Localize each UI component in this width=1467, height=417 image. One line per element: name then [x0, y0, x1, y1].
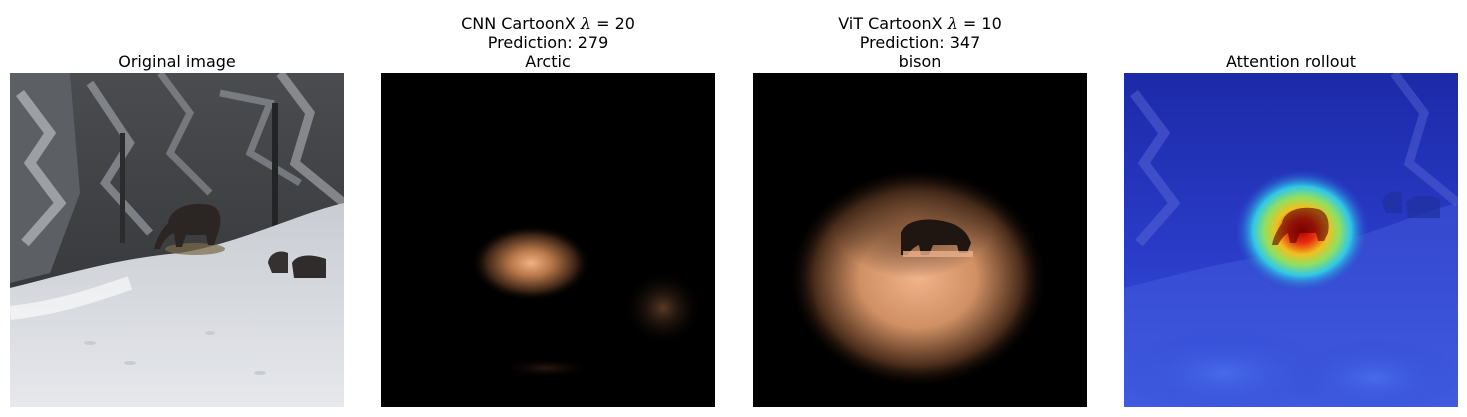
panel-title: Original image [10, 52, 344, 71]
method-label: CNN CartoonX [461, 14, 581, 33]
snow-forest-bison-illustration [10, 73, 344, 407]
panel-attention-rollout: Attention rollout [1124, 0, 1458, 417]
title-line-method: ViT CartoonX λ = 10 [753, 14, 1087, 33]
cnn-mask-illustration [381, 73, 715, 407]
panel-title: CNN CartoonX λ = 20 Prediction: 279 Arct… [381, 14, 715, 71]
panel-cnn-cartoonx: CNN CartoonX λ = 20 Prediction: 279 Arct… [381, 0, 715, 417]
original-snow-forest-photo [10, 73, 344, 407]
title-line-prediction: Prediction: 347 [859, 33, 981, 52]
title-line: Original image [118, 52, 236, 71]
lambda-symbol: λ [947, 14, 958, 33]
title-line-method: CNN CartoonX λ = 20 [381, 14, 715, 33]
attention-rollout-illustration [1124, 73, 1458, 407]
lambda-value: = 20 [591, 14, 635, 33]
panel-title: ViT CartoonX λ = 10 Prediction: 347 biso… [753, 14, 1087, 71]
vit-cartoonx-explanation-image [753, 73, 1087, 407]
panel-title: Attention rollout [1124, 52, 1458, 71]
cnn-cartoonx-explanation-image [381, 73, 715, 407]
panel-original-image: Original image [10, 0, 344, 417]
title-line-class: Arctic [525, 52, 571, 71]
attention-rollout-heatmap-image [1124, 73, 1458, 407]
panel-vit-cartoonx: ViT CartoonX λ = 10 Prediction: 347 biso… [753, 0, 1087, 417]
title-line: Attention rollout [1225, 52, 1357, 71]
lambda-value: = 10 [957, 14, 1002, 33]
vit-mask-illustration [753, 73, 1087, 407]
method-label: ViT CartoonX [838, 14, 948, 33]
lambda-symbol: λ [580, 14, 591, 33]
title-line-prediction: Prediction: 279 [487, 33, 609, 52]
title-line-class: bison [898, 52, 942, 71]
